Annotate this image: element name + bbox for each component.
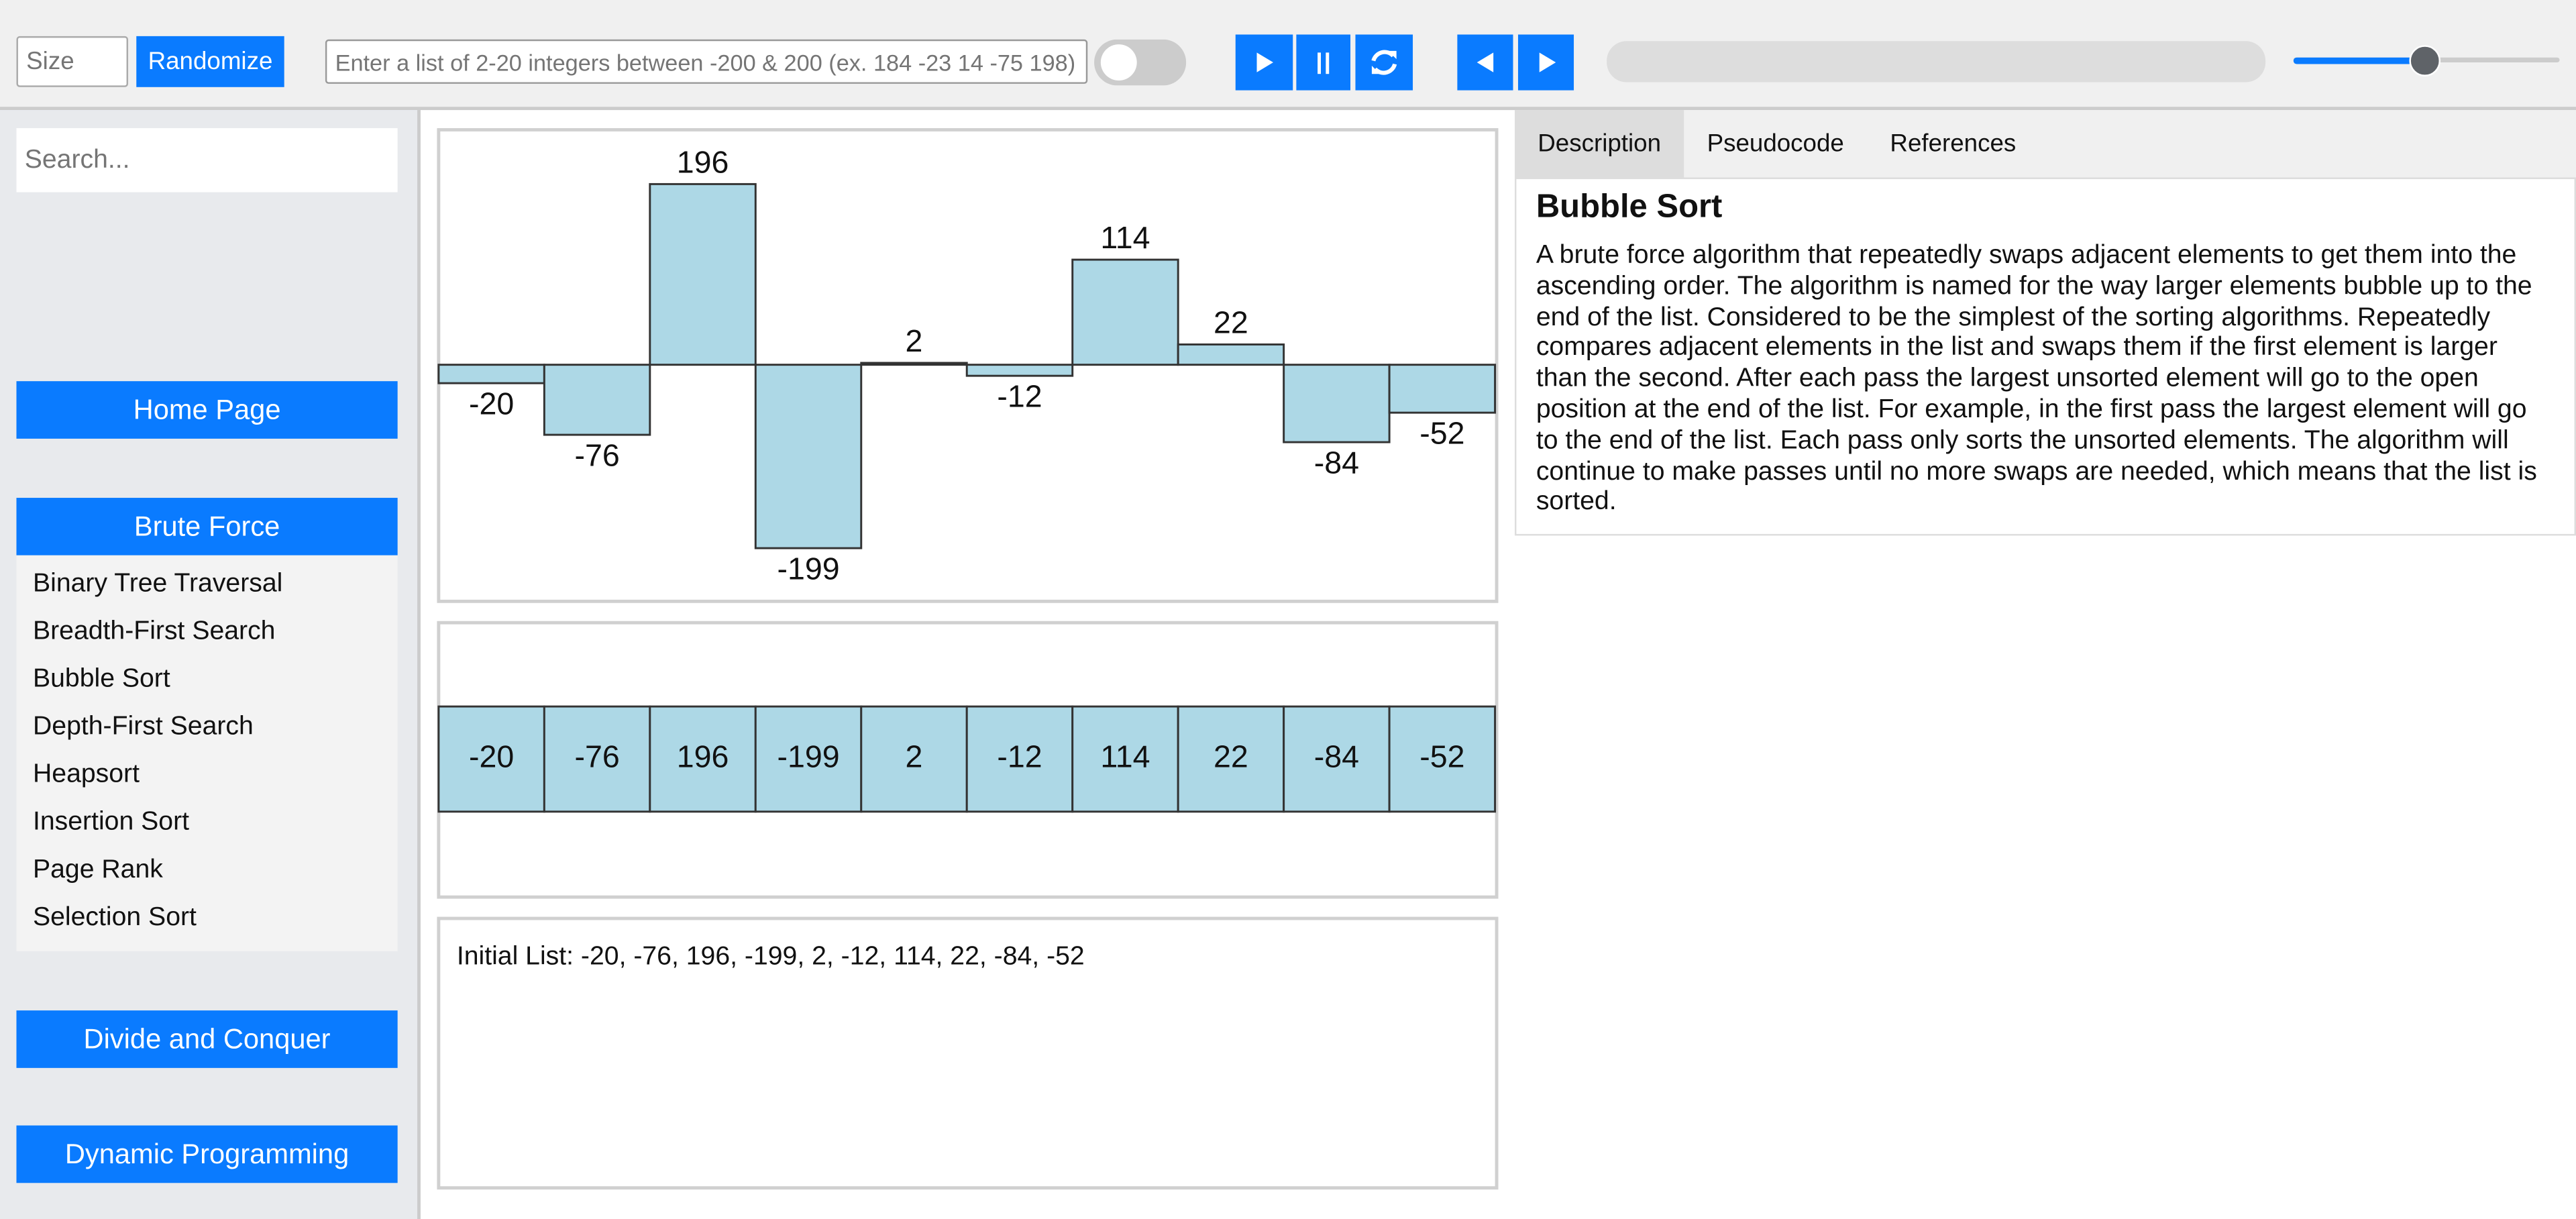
tabs: Description Pseudocode References [1514, 110, 2039, 178]
bar [754, 364, 863, 549]
array-cell [860, 705, 968, 813]
home-button[interactable]: Home Page [16, 381, 398, 439]
array-cell [1071, 705, 1179, 813]
tab[interactable]: References [1890, 129, 2017, 158]
category-button[interactable]: Dynamic Programming [16, 1125, 398, 1183]
array-cell [437, 705, 545, 813]
algorithm-link[interactable]: Insertion Sort [32, 808, 190, 837]
array-cell [1177, 705, 1285, 813]
array-cells: -20 -76 196 -199 2 -12 114 22 -84 -52 [437, 705, 1497, 813]
tab-bar [1514, 110, 2576, 179]
algorithm-link[interactable]: Depth-First Search [32, 712, 254, 741]
bar [965, 364, 1074, 377]
category-button[interactable]: Divide and Conquer [16, 1010, 398, 1068]
array-cell-label: -12 [997, 739, 1042, 774]
algorithm-list: Binary Tree Traversal Breadth-First Searc… [16, 555, 398, 951]
array-cell [1388, 705, 1497, 813]
array-cell-label: -52 [1419, 739, 1464, 774]
array-cell [543, 705, 651, 813]
array-cell [754, 705, 863, 813]
play-button[interactable] [1235, 34, 1293, 91]
array-cell-label: -76 [574, 739, 619, 774]
reset-button[interactable] [1355, 34, 1413, 91]
array-cell [965, 705, 1074, 813]
speed-slider[interactable] [2287, 43, 2566, 79]
array-cell-label: 2 [906, 739, 923, 774]
array-cell-label: 196 [677, 739, 729, 774]
algorithm-link[interactable]: Selection Sort [32, 903, 197, 932]
bar [649, 182, 757, 366]
algorithm-link[interactable]: Breadth-First Search [32, 617, 276, 646]
category-button[interactable]: Brute Force [16, 498, 398, 555]
array-cell-label: -199 [777, 739, 839, 774]
bar [437, 364, 545, 384]
step-back-button[interactable] [1457, 34, 1513, 91]
pause-button[interactable] [1296, 34, 1351, 91]
bar-label: -84 [1314, 445, 1359, 480]
bar-label: 114 [1100, 220, 1150, 255]
toggle[interactable] [1094, 39, 1187, 86]
bar-label: 196 [677, 144, 729, 179]
bar [1071, 258, 1179, 366]
tab[interactable]: Pseudocode [1707, 129, 1844, 158]
bar [1177, 343, 1285, 366]
tab[interactable]: Description [1514, 110, 1684, 178]
algorithm-link[interactable]: Binary Tree Traversal [32, 570, 283, 598]
size-input[interactable] [16, 36, 129, 87]
bar-chart: -20 -76 196 -199 2 -12 114 22 -84 -52 [437, 144, 1497, 586]
algorithm-title: Bubble Sort [1536, 189, 1723, 225]
list-input[interactable] [325, 39, 1088, 84]
step-forward-button[interactable] [1517, 34, 1574, 91]
algorithm-link[interactable]: Heapsort [32, 760, 140, 789]
bar [860, 362, 968, 366]
bar-label: 22 [1214, 305, 1248, 339]
array-cell [649, 705, 757, 813]
bar-label: -76 [574, 438, 619, 473]
algorithm-description: A brute force algorithm that repeatedly … [1536, 242, 2537, 517]
algorithm-link[interactable]: Bubble Sort [32, 665, 170, 694]
description-panel: Bubble Sort A brute force algorithm that… [1514, 177, 2576, 536]
progress-bar [1607, 41, 2266, 83]
array-cell-label: -20 [469, 739, 514, 774]
bar [1388, 364, 1497, 414]
bar [543, 364, 651, 436]
bar-label: -20 [469, 386, 514, 421]
bar-label: -199 [777, 551, 839, 586]
array-cell-label: 114 [1100, 739, 1150, 774]
array-cell-label: -84 [1314, 739, 1359, 774]
bar-label: -12 [997, 379, 1042, 414]
log-panel: Initial List: -20, -76, 196, -199, 2, -1… [437, 916, 1499, 1190]
search-input[interactable] [16, 128, 398, 193]
bar [1283, 364, 1391, 443]
bar-label: -52 [1419, 416, 1464, 451]
log-text: Initial List: -20, -76, 196, -199, 2, -1… [456, 943, 1085, 971]
bar-label: 2 [906, 323, 923, 358]
array-cell-label: 22 [1214, 739, 1248, 774]
randomize-button[interactable]: Randomize [136, 36, 284, 87]
algorithm-link[interactable]: Page Rank [32, 855, 163, 884]
array-cell [1283, 705, 1391, 813]
